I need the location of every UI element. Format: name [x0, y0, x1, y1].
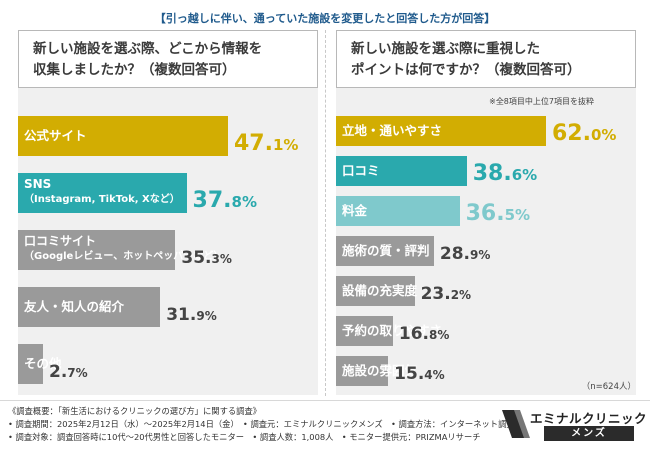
chart-row: 施術の質・評判 28.9% [336, 236, 636, 266]
logo-name: エミナルクリニック [530, 411, 648, 426]
value-label: 35.3% [181, 248, 232, 268]
brand-logo: エミナルクリニック メンズ [500, 404, 647, 444]
footer-line: 《調査概要：「新生活におけるクリニックの選び方」に関する調査》 [8, 406, 262, 416]
left-question-box: 新しい施設を選ぶ際、どこから情報を 収集しましたか？（複数回答可） [18, 30, 318, 88]
bar [18, 230, 176, 270]
sample-size: （n=624人） [581, 382, 636, 392]
category-label: 予約の取りやすさ [342, 323, 443, 338]
bar [18, 173, 187, 213]
category-label: 立地・通いやすさ [342, 123, 443, 138]
bar [336, 116, 546, 146]
value-label: 36.5% [465, 201, 531, 226]
logo-sub: メンズ [544, 426, 634, 441]
panel-divider [325, 30, 326, 396]
chart-row: 口コミサイト （Googleレビュー、ホットペッパーなど） 35.3% [18, 230, 318, 270]
category-label: 施術の質・評判 [342, 243, 430, 258]
chart-row: 友人・知人の紹介 31.9% [18, 287, 318, 327]
chart-row: 料金 36.5% [336, 196, 636, 226]
chart-row: SNS （Instagram, TikTok, Xなど） 37.8% [18, 173, 318, 213]
value-label: 62.0% [552, 121, 617, 146]
value-label: 15.4% [394, 364, 445, 384]
chart-row: 立地・通いやすさ 62.0% [336, 116, 636, 146]
category-label: その他 [24, 356, 62, 371]
category-label: 友人・知人の紹介 [24, 299, 125, 314]
selection-note: ※全8項目中上位7項目を抜粋 [489, 97, 594, 106]
value-label: 23.2% [420, 284, 472, 304]
chart-row: 口コミ 38.6% [336, 156, 636, 186]
bar [336, 236, 434, 266]
chart-row: 公式サイト 47.1% [18, 116, 318, 156]
chart-row: 設備の充実度 23.2% [336, 276, 636, 306]
value-label: 38.6% [472, 161, 538, 186]
survey-subtitle: 【引っ越しに伴い、通っていた施設を変更したと回答した方が回答】 [154, 12, 496, 25]
left-question-title: 新しい施設を選ぶ際、どこから情報を 収集しましたか？（複数回答可） [33, 41, 263, 78]
left-chart-area: 公式サイト 47.1% SNS （Instagram, TikTok, Xなど） 37.… [18, 88, 318, 395]
category-label: 設備の充実度 [342, 283, 418, 298]
right-chart-area: 立地・通いやすさ 62.0% 口コミ 38.6% 料金 36.5% 施術の質・評判 28.9%… [336, 88, 636, 395]
footer-line: • 調査対象：調査回答時に10代〜20代男性と回答したモニター • 調査人数：1… [8, 432, 481, 442]
chart-row: 予約の取りやすさ 16.8% [336, 316, 636, 346]
bar [336, 316, 393, 346]
bar [336, 196, 460, 226]
bar [336, 156, 467, 186]
category-label: 口コミ [342, 163, 380, 178]
value-label: 31.9% [166, 305, 217, 325]
bar [18, 116, 228, 156]
chart-row: 施設の雰囲気 15.4% [336, 356, 636, 386]
category-label: SNS （Instagram, TikTok, Xなど） [24, 177, 180, 205]
value-label: 47.1% [234, 131, 299, 156]
category-label: 施設の雰囲気 [342, 363, 418, 378]
footer: 《調査概要：「新生活におけるクリニックの選び方」に関する調査》 • 調査期間：2… [0, 400, 650, 451]
right-question-title: 新しい施設を選ぶ際に重視した ポイントは何ですか？（複数回答可） [351, 41, 581, 78]
bar [18, 344, 43, 384]
bar [18, 287, 161, 327]
category-label: 口コミサイト （Googleレビュー、ホットペッパーなど） [24, 234, 224, 262]
value-label: 2.7% [49, 362, 88, 382]
category-label: 公式サイト [24, 128, 87, 143]
footer-line: • 調査期間：2025年2月12日（水）〜2025年2月14日（金） • 調査元… [8, 419, 515, 429]
bar [336, 356, 389, 386]
chart-row: その他 2.7% [18, 344, 318, 384]
right-question-box: 新しい施設を選ぶ際に重視した ポイントは何ですか？（複数回答可） [336, 30, 636, 88]
value-label: 28.9% [439, 244, 491, 264]
logo-mark-icon [502, 410, 530, 438]
category-label: 料金 [342, 203, 368, 218]
value-label: 37.8% [192, 188, 257, 213]
value-label: 16.8% [398, 324, 450, 344]
bar [336, 276, 415, 306]
